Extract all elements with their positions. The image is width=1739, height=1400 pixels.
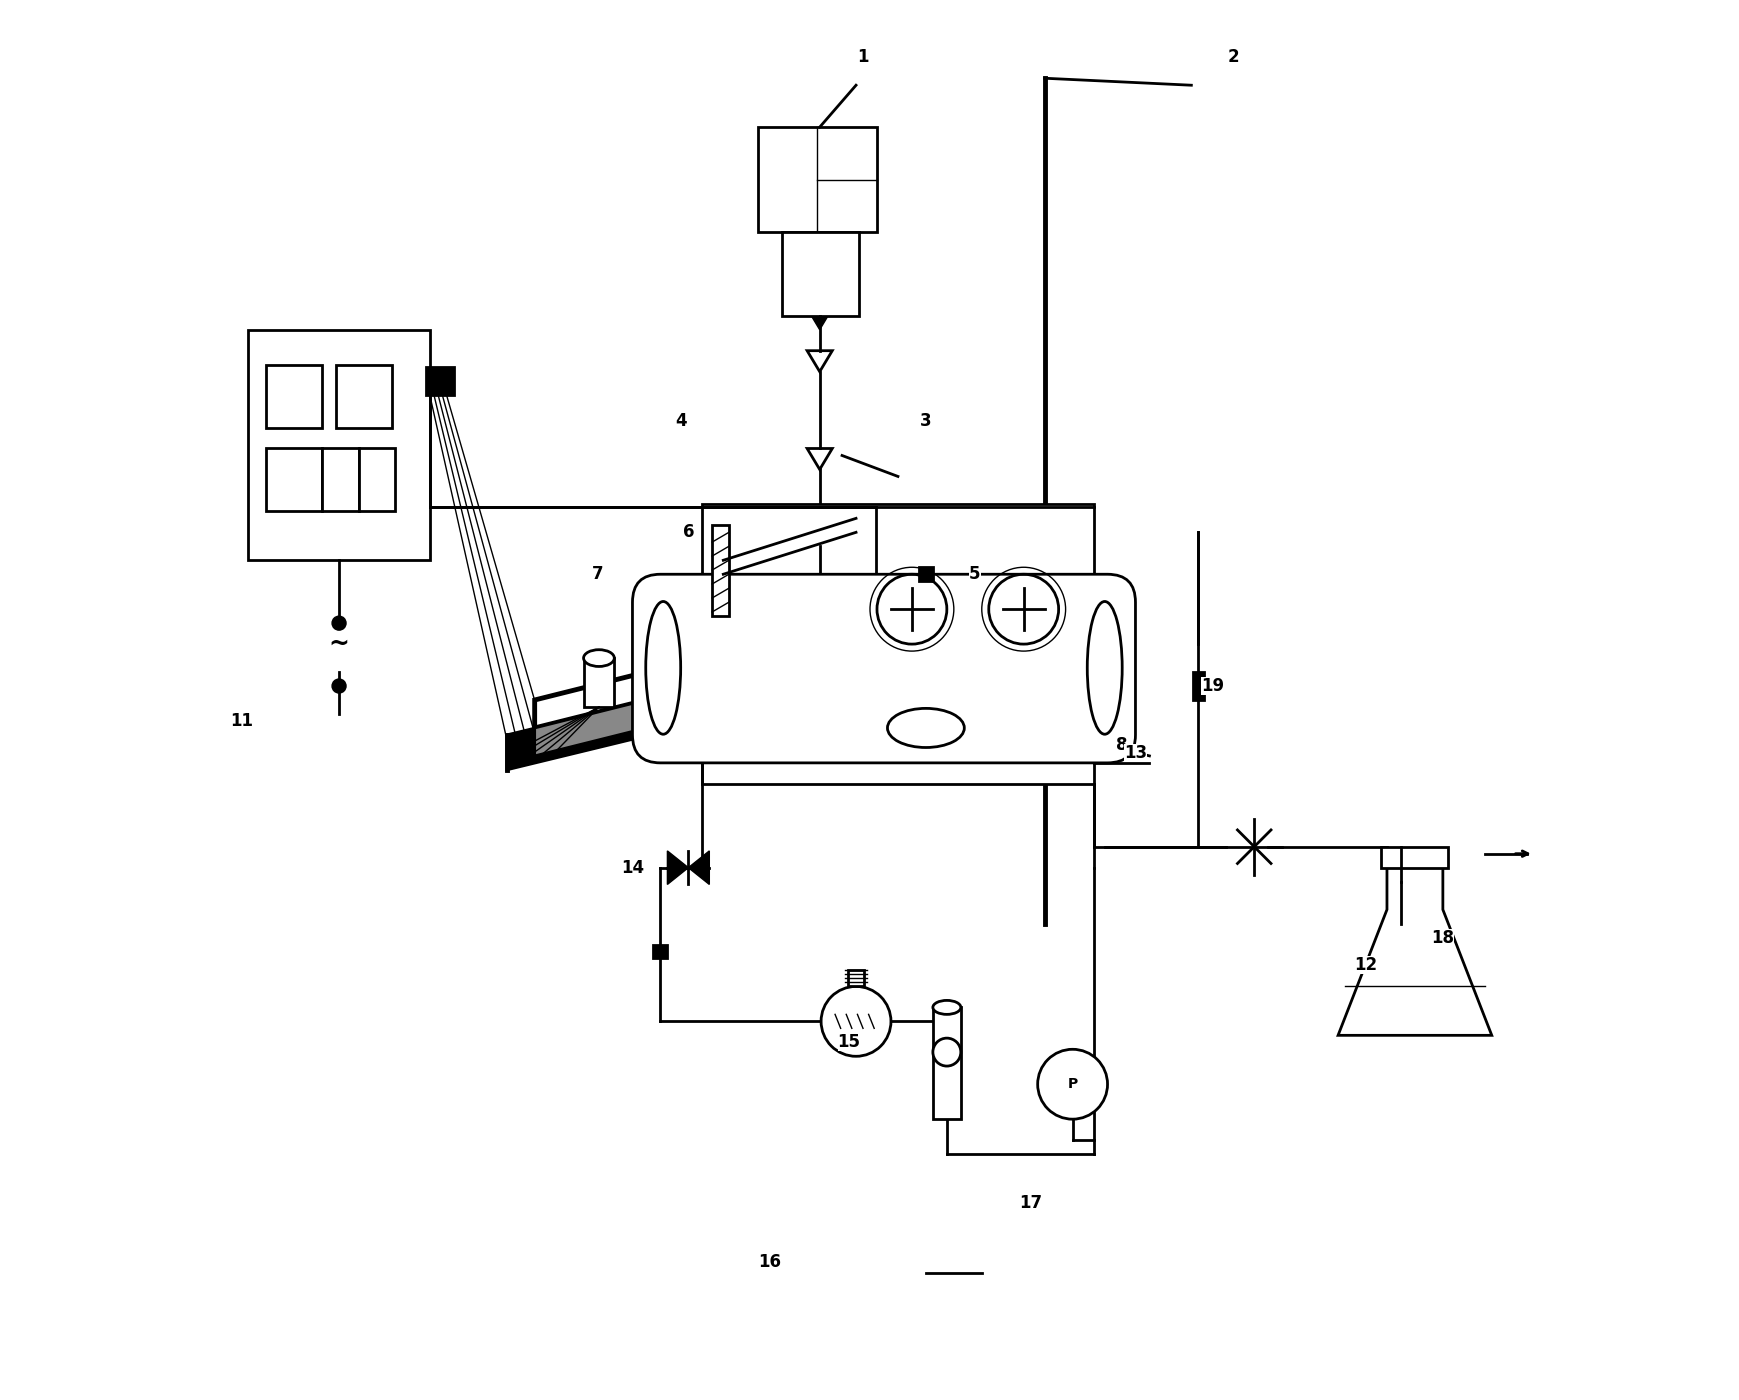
Text: 16: 16 <box>758 1253 781 1271</box>
Text: 19: 19 <box>1200 678 1223 694</box>
Text: 13: 13 <box>1123 743 1146 762</box>
Bar <box>703 504 1092 784</box>
Bar <box>336 364 391 427</box>
Polygon shape <box>534 588 981 728</box>
Polygon shape <box>807 309 831 330</box>
FancyBboxPatch shape <box>631 574 1136 763</box>
Bar <box>249 330 430 560</box>
Bar <box>781 232 859 316</box>
Bar <box>814 543 828 560</box>
Text: 1: 1 <box>857 48 868 66</box>
Circle shape <box>821 987 890 1056</box>
Ellipse shape <box>1087 602 1122 734</box>
Text: 17: 17 <box>1019 1194 1042 1212</box>
Bar <box>1191 672 1203 700</box>
Bar <box>583 658 614 707</box>
Text: P: P <box>1066 1077 1076 1091</box>
Polygon shape <box>534 616 981 756</box>
Bar <box>1381 847 1447 868</box>
Circle shape <box>1036 1050 1108 1119</box>
Bar <box>322 448 358 511</box>
Text: 5: 5 <box>969 566 981 584</box>
Text: 7: 7 <box>591 566 603 584</box>
Text: 2: 2 <box>1226 48 1238 66</box>
Text: 18: 18 <box>1431 928 1454 946</box>
Circle shape <box>932 1039 960 1065</box>
Text: 6: 6 <box>682 524 694 542</box>
Ellipse shape <box>583 650 614 666</box>
Bar <box>266 448 322 511</box>
Circle shape <box>332 616 346 630</box>
Text: 3: 3 <box>920 412 930 430</box>
Text: 15: 15 <box>836 1033 861 1051</box>
Bar <box>266 364 322 427</box>
Polygon shape <box>506 616 995 770</box>
Bar <box>711 525 729 616</box>
Text: 14: 14 <box>621 858 643 876</box>
Bar <box>847 970 864 987</box>
Text: 11: 11 <box>230 713 252 729</box>
Polygon shape <box>689 851 710 885</box>
Polygon shape <box>1337 868 1490 1036</box>
Bar <box>758 127 876 232</box>
Bar <box>654 945 668 959</box>
Text: 8: 8 <box>1115 736 1127 753</box>
Bar <box>932 1008 960 1119</box>
Text: ~: ~ <box>329 633 350 657</box>
Ellipse shape <box>932 1001 960 1015</box>
Text: 12: 12 <box>1353 956 1377 974</box>
Bar <box>918 567 932 581</box>
Text: 4: 4 <box>675 412 687 430</box>
Bar <box>358 448 395 511</box>
Polygon shape <box>668 851 689 885</box>
Circle shape <box>332 679 346 693</box>
Bar <box>426 367 454 395</box>
Ellipse shape <box>645 602 680 734</box>
